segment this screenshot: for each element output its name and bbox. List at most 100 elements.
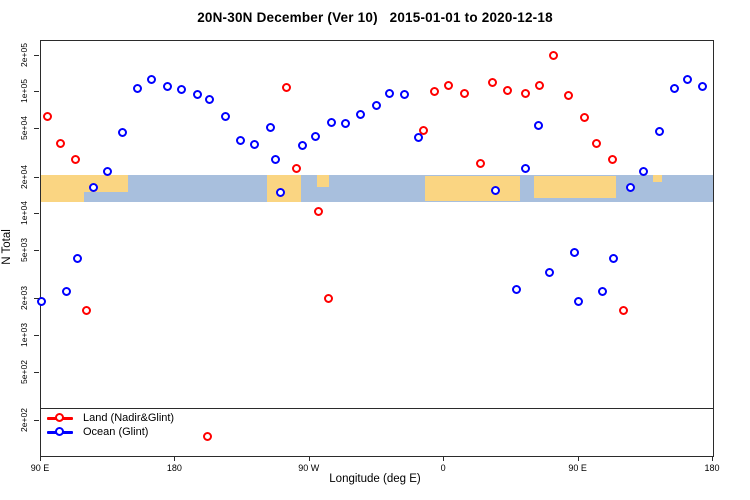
- y-tick-label: 2e+03: [19, 286, 29, 311]
- x-tick-mark: [577, 456, 579, 461]
- x-axis-label: Longitude (deg E): [329, 473, 421, 485]
- data-point-ocean: [205, 95, 214, 105]
- x-tick-mark: [40, 456, 41, 461]
- data-point-land: [418, 126, 428, 136]
- data-point-ocean: [310, 131, 320, 141]
- data-point-ocean: [544, 267, 554, 277]
- y-tick-mark: [34, 91, 39, 93]
- y-tick-mark: [34, 54, 39, 56]
- y-tick-label: 1e+05: [19, 79, 29, 104]
- data-point-ocean: [250, 139, 259, 149]
- data-point-ocean: [533, 120, 543, 130]
- data-point-ocean: [638, 167, 648, 177]
- legend-entry-land: Land (Nadir&Glint): [47, 411, 174, 425]
- data-point-ocean: [654, 127, 664, 137]
- y-tick-mark: [34, 420, 39, 422]
- data-point-ocean: [372, 101, 381, 111]
- x-tick-label: 90 W: [298, 463, 320, 473]
- legend-entry-ocean: Ocean (Glint): [47, 425, 174, 439]
- x-tick-label: 90 E: [568, 463, 587, 473]
- data-point-land: [579, 112, 589, 122]
- data-point-land: [563, 91, 573, 101]
- data-point-ocean: [270, 154, 280, 164]
- data-point-land: [313, 206, 323, 216]
- y-tick-mark: [34, 127, 39, 129]
- map-band-land-segment: [533, 176, 616, 199]
- data-point-ocean: [385, 88, 394, 98]
- y-tick-mark: [34, 249, 39, 251]
- data-point-ocean: [162, 82, 172, 92]
- data-point-ocean: [356, 110, 365, 119]
- data-point-ocean: [89, 182, 98, 192]
- data-point-ocean: [118, 128, 127, 138]
- data-point-land: [619, 306, 628, 316]
- data-point-ocean: [682, 75, 692, 85]
- threshold-line: [41, 407, 713, 409]
- y-tick-label: 5e+04: [19, 115, 29, 140]
- data-point-ocean: [597, 287, 607, 296]
- data-point-ocean: [491, 186, 500, 195]
- data-point-ocean: [62, 287, 71, 296]
- data-point-land: [429, 87, 439, 97]
- land-series-circle-icon: [55, 413, 64, 422]
- data-point-ocean: [326, 117, 336, 127]
- x-tick-mark: [443, 456, 445, 461]
- data-point-land: [323, 294, 333, 304]
- data-point-land: [503, 85, 512, 95]
- data-point-ocean: [147, 75, 156, 85]
- data-point-land: [70, 154, 80, 164]
- data-point-ocean: [236, 135, 245, 145]
- data-point-land: [56, 138, 65, 148]
- data-point-ocean: [520, 163, 530, 173]
- y-tick-mark: [34, 213, 39, 215]
- data-point-ocean: [608, 253, 618, 263]
- data-point-land: [592, 138, 601, 148]
- data-point-ocean: [132, 84, 142, 94]
- y-tick-mark: [34, 335, 39, 337]
- y-tick-mark: [34, 298, 39, 300]
- data-point-land: [292, 163, 301, 173]
- data-point-land: [607, 154, 617, 164]
- y-tick-label: 1e+04: [19, 201, 29, 226]
- y-axis-label: N Total: [1, 229, 13, 265]
- y-tick-label: 2e+02: [19, 408, 29, 433]
- ocean-series-circle-icon: [55, 427, 64, 436]
- y-tick-mark: [34, 176, 39, 178]
- data-point-land: [42, 111, 52, 121]
- data-point-land: [460, 88, 469, 98]
- y-tick-label: 2e+05: [19, 42, 29, 67]
- data-point-land: [520, 88, 530, 98]
- data-point-ocean: [414, 133, 423, 143]
- legend-label-land: Land (Nadir&Glint): [83, 412, 175, 424]
- data-point-ocean: [177, 85, 186, 95]
- y-tick-label: 1e+03: [19, 323, 29, 348]
- data-point-ocean: [276, 187, 285, 197]
- y-tick-label: 2e+04: [19, 164, 29, 189]
- x-tick-mark: [308, 456, 310, 461]
- data-point-ocean: [221, 111, 230, 121]
- chart-title: 20N-30N December (Ver 10) 2015-01-01 to …: [197, 10, 553, 25]
- legend-label-ocean: Ocean (Glint): [83, 426, 149, 438]
- y-tick-label: 5e+02: [19, 359, 29, 384]
- data-point-ocean: [625, 182, 635, 192]
- data-point-land: [282, 83, 291, 93]
- data-point-ocean: [697, 82, 707, 92]
- data-point-land: [488, 78, 497, 87]
- data-point-land: [549, 51, 558, 60]
- map-band-land-segment: [41, 174, 85, 202]
- x-tick-label: 90 E: [30, 463, 50, 473]
- ocean-series-line-icon: [47, 427, 73, 436]
- land-series-line-icon: [47, 413, 73, 422]
- x-tick-label: 0: [440, 463, 446, 473]
- x-tick-mark: [174, 456, 176, 461]
- x-tick-label: 180: [166, 463, 182, 473]
- y-tick-label: 5e+03: [19, 237, 29, 262]
- data-point-ocean: [266, 122, 275, 132]
- data-point-land: [444, 80, 453, 90]
- data-point-ocean: [297, 141, 307, 151]
- x-tick-label: 180: [704, 463, 720, 473]
- data-point-land: [82, 306, 91, 316]
- map-band-land-segment: [653, 174, 663, 182]
- map-band-land-segment: [317, 174, 330, 188]
